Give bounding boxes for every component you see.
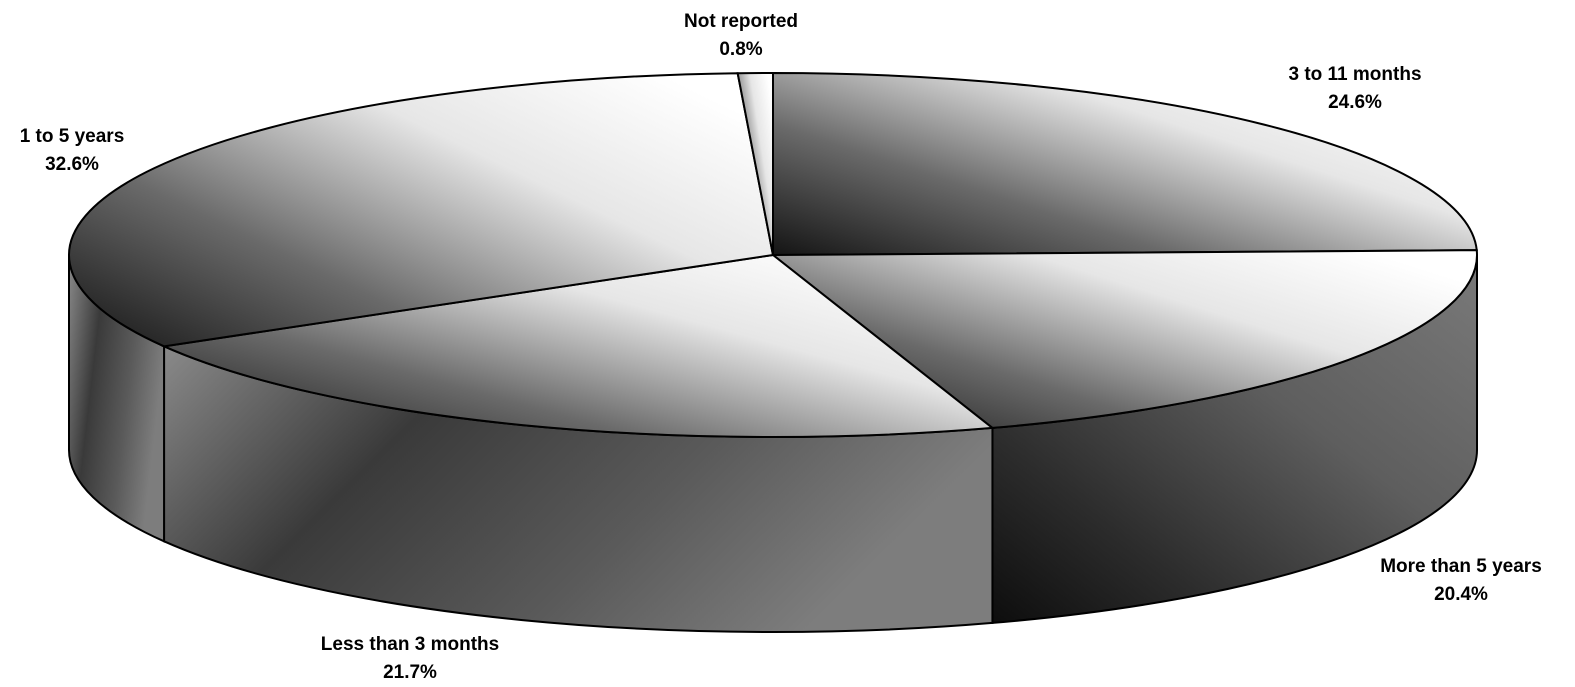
- pie-slice-1-to-5-years: [68, 72, 775, 348]
- pie-side-walls: [68, 254, 1478, 633]
- slice-label-less-than-3-months: Less than 3 months: [321, 634, 499, 655]
- pie-slice-not-reported: [736, 71, 774, 256]
- slice-label-more-than-5-years: More than 5 years: [1380, 556, 1542, 577]
- slice-label-not-reported: Not reported: [684, 11, 798, 32]
- slice-value-less-than-3-months: 21.7%: [383, 662, 437, 683]
- pie-slice-more-than-5-years: [770, 249, 1478, 429]
- slice-label-1-to-5-years: 1 to 5 years: [20, 126, 125, 147]
- slice-value-3-to-11-months: 24.6%: [1328, 92, 1382, 113]
- pie-top-faces: [68, 71, 1478, 438]
- slice-value-1-to-5-years: 32.6%: [45, 154, 99, 175]
- pie-slice-less-than-3-months: [160, 253, 996, 438]
- pie-labels: 3 to 11 months 24.6% More than 5 years 20.4…: [20, 11, 1542, 683]
- pie-slice-3-to-11-months: [772, 71, 1478, 257]
- slice-label-3-to-11-months: 3 to 11 months: [1288, 64, 1421, 85]
- slice-value-not-reported: 0.8%: [719, 39, 762, 60]
- slice-value-more-than-5-years: 20.4%: [1434, 584, 1488, 605]
